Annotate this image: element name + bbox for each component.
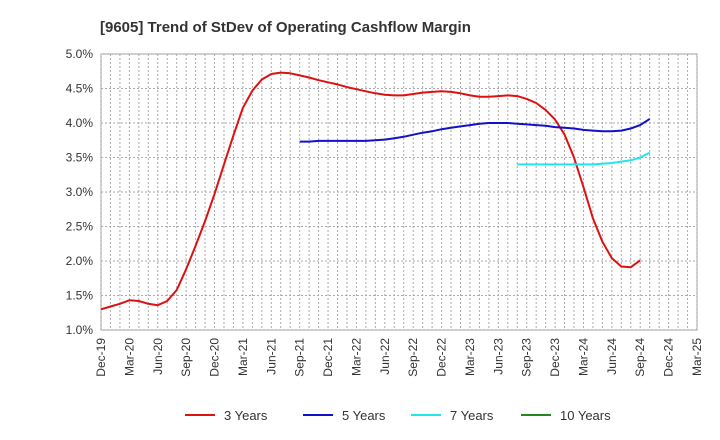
x-tick-label: Sep-20 (179, 338, 193, 377)
x-tick-label: Sep-23 (520, 338, 534, 377)
y-tick-label: 2.5% (66, 220, 94, 234)
y-tick-label: 1.5% (66, 289, 94, 303)
x-tick-label: Jun-22 (378, 338, 392, 375)
legend: 3 Years 5 Years 7 Years 10 Years (185, 408, 611, 423)
y-tick-label: 3.0% (66, 185, 94, 199)
x-tick-label: Sep-24 (633, 338, 647, 377)
x-tick-label: Dec-22 (435, 338, 449, 377)
x-tick-label: Mar-22 (349, 338, 363, 376)
series-line (517, 151, 651, 166)
x-tick-label: Dec-24 (662, 338, 676, 377)
legend-label: 5 Years (342, 408, 386, 423)
y-tick-label: 4.0% (66, 116, 94, 130)
x-tick-label: Dec-19 (94, 338, 108, 377)
series-lines (100, 71, 651, 311)
x-tick-label: Dec-21 (321, 338, 335, 377)
x-tick-label: Mar-23 (463, 338, 477, 376)
x-tick-label: Sep-21 (293, 338, 307, 377)
grid-lines (100, 53, 698, 331)
legend-label: 3 Years (224, 408, 268, 423)
x-tick-label: Jun-24 (605, 338, 619, 375)
x-tick-label: Mar-25 (690, 338, 704, 376)
y-axis-ticks: 1.0% 1.5% 2.0% 2.5% 3.0% 3.5% 4.0% 4.5% 5.0% (66, 47, 94, 337)
y-tick-label: 4.5% (66, 82, 94, 96)
legend-label: 10 Years (560, 408, 611, 423)
x-tick-label: Dec-23 (548, 338, 562, 377)
x-tick-label: Dec-20 (208, 338, 222, 377)
x-tick-label: Jun-20 (151, 338, 165, 375)
y-tick-label: 3.5% (66, 151, 94, 165)
legend-label: 7 Years (450, 408, 494, 423)
series-line (100, 71, 641, 311)
y-tick-label: 2.0% (66, 254, 94, 268)
x-tick-label: Jun-21 (264, 338, 278, 375)
x-tick-label: Mar-20 (122, 338, 136, 376)
chart-title: [9605] Trend of StDev of Operating Cashf… (100, 19, 471, 36)
x-tick-label: Mar-21 (236, 338, 250, 376)
x-axis-ticks: Dec-19 Mar-20 Jun-20 Sep-20 Dec-20 Mar-21 Jun-… (94, 338, 704, 377)
x-tick-label: Sep-22 (406, 338, 420, 377)
x-tick-label: Mar-24 (576, 338, 590, 376)
y-tick-label: 5.0% (66, 47, 94, 61)
series-line (299, 118, 651, 143)
y-tick-label: 1.0% (66, 323, 94, 337)
x-tick-label: Jun-23 (491, 338, 505, 375)
